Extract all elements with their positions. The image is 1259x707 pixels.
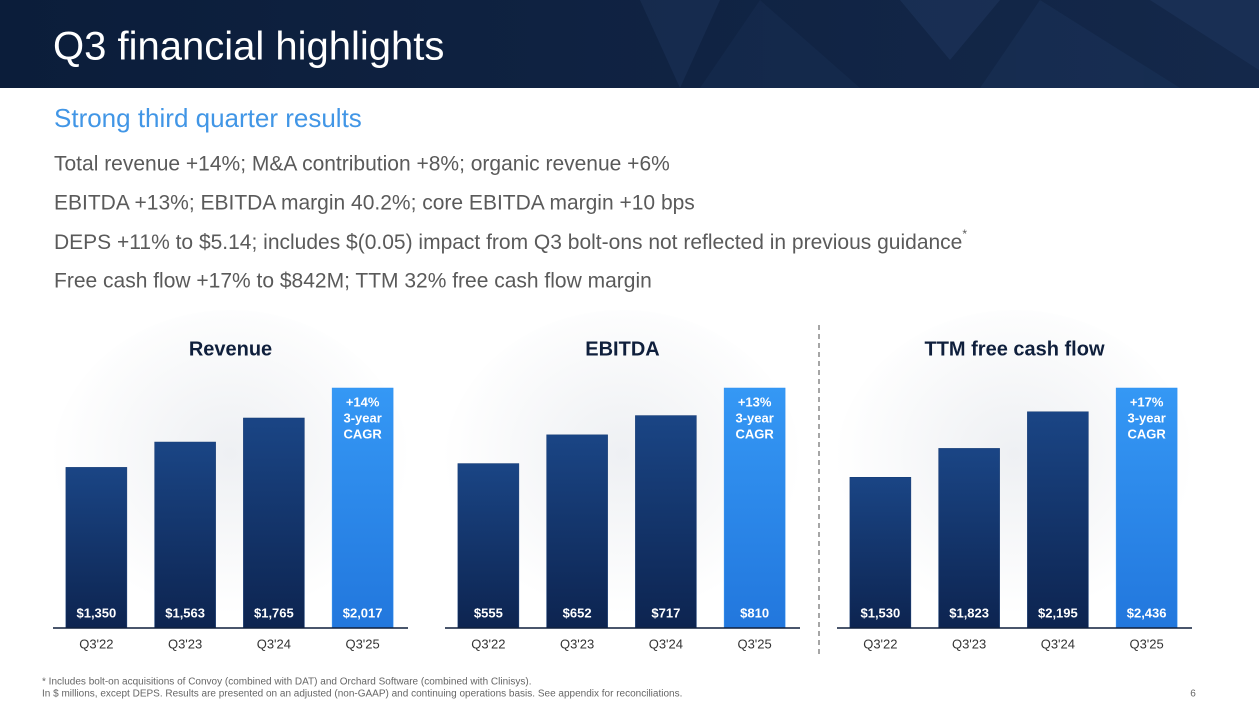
bar (331, 387, 394, 629)
bar (849, 477, 912, 629)
bullet: DEPS +11% to $5.14; includes $(0.05) imp… (54, 227, 967, 253)
bar (1027, 411, 1089, 629)
bullet-text: DEPS +11% to $5.14; includes $(0.05) imp… (54, 231, 962, 254)
annotation: +13% (738, 394, 772, 409)
bullet: Total revenue +14%; M&A contribution +8%… (54, 153, 670, 176)
value-label: $652 (563, 605, 592, 620)
chart-title: Revenue (189, 338, 272, 360)
value-label: $810 (740, 605, 769, 620)
bar (546, 434, 608, 629)
x-tick-label: Q3'25 (345, 636, 379, 651)
footnote: In $ millions, except DEPS. Results are … (42, 689, 682, 700)
annotation: CAGR (735, 426, 774, 441)
value-label: $2,436 (1127, 605, 1167, 620)
bar (154, 441, 216, 629)
header-band (0, 0, 1259, 88)
value-label: $1,530 (860, 605, 900, 620)
bar (457, 463, 520, 629)
bar (635, 415, 697, 629)
header-pattern (640, 0, 1259, 88)
annotation: 3-year (343, 410, 381, 425)
bar (1115, 387, 1178, 629)
x-tick-label: Q3'25 (1129, 636, 1163, 651)
glow (834, 310, 1195, 630)
annotation: 3-year (735, 410, 773, 425)
value-label: $1,765 (254, 605, 294, 620)
value-label: $555 (474, 605, 503, 620)
x-tick-label: Q3'25 (737, 636, 771, 651)
bar (723, 387, 786, 629)
annotation: +17% (1130, 394, 1164, 409)
x-tick-label: Q3'23 (952, 636, 986, 651)
chart-title: TTM free cash flow (924, 338, 1104, 360)
bar (65, 467, 128, 629)
x-tick-label: Q3'23 (560, 636, 594, 651)
footnote: * Includes bolt-on acquisitions of Convo… (42, 677, 531, 688)
glow (442, 310, 803, 630)
annotation: CAGR (1127, 426, 1166, 441)
x-tick-label: Q3'23 (168, 636, 202, 651)
x-tick-label: Q3'22 (863, 636, 897, 651)
x-tick-label: Q3'22 (471, 636, 505, 651)
glow (50, 310, 411, 630)
value-label: $2,195 (1038, 605, 1078, 620)
title: Q3 financial highlights (53, 25, 444, 69)
bar (938, 448, 1000, 629)
annotation: +14% (346, 394, 380, 409)
bar (243, 417, 305, 629)
subtitle: Strong third quarter results (54, 103, 362, 133)
value-label: $717 (651, 605, 680, 620)
x-tick-label: Q3'24 (257, 636, 291, 651)
annotation: 3-year (1127, 410, 1165, 425)
value-label: $1,350 (76, 605, 116, 620)
footnote-marker: * (962, 227, 967, 241)
value-label: $1,823 (949, 605, 989, 620)
bullet: EBITDA +13%; EBITDA margin 40.2%; core E… (54, 192, 695, 215)
chart-title: EBITDA (585, 338, 659, 360)
value-label: $1,563 (165, 605, 205, 620)
value-label: $2,017 (343, 605, 383, 620)
x-tick-label: Q3'24 (649, 636, 683, 651)
page-number: 6 (1190, 689, 1196, 700)
annotation: CAGR (343, 426, 382, 441)
x-tick-label: Q3'22 (79, 636, 113, 651)
bullet: Free cash flow +17% to $842M; TTM 32% fr… (54, 270, 652, 293)
x-tick-label: Q3'24 (1041, 636, 1075, 651)
